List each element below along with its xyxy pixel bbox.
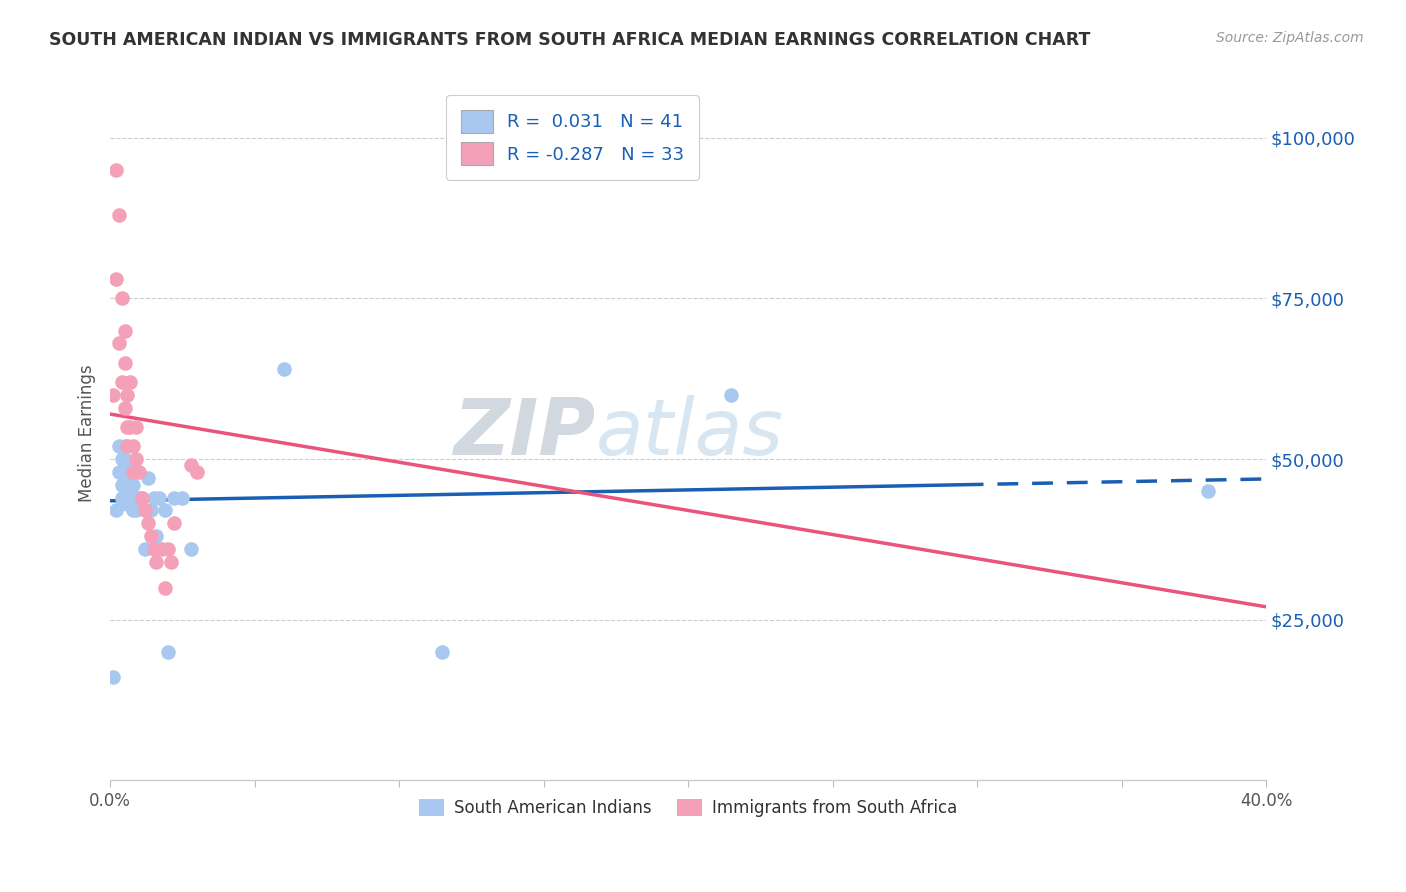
Point bbox=[125, 452, 148, 467]
Point bbox=[104, 272, 127, 286]
Point bbox=[122, 477, 145, 491]
Point bbox=[142, 491, 165, 505]
Point bbox=[114, 401, 136, 415]
Point bbox=[172, 491, 194, 505]
Point bbox=[120, 458, 142, 473]
Point bbox=[131, 491, 153, 505]
Point bbox=[117, 388, 139, 402]
Text: atlas: atlas bbox=[596, 395, 783, 471]
Point bbox=[101, 388, 124, 402]
Point bbox=[1197, 484, 1219, 499]
Point bbox=[125, 420, 148, 434]
Point bbox=[122, 439, 145, 453]
Point bbox=[114, 477, 136, 491]
Point bbox=[108, 439, 131, 453]
Point bbox=[117, 458, 139, 473]
Point bbox=[136, 471, 159, 485]
Point bbox=[111, 491, 134, 505]
Point bbox=[125, 503, 148, 517]
Point bbox=[120, 471, 142, 485]
Point bbox=[128, 465, 150, 479]
Text: Source: ZipAtlas.com: Source: ZipAtlas.com bbox=[1216, 31, 1364, 45]
Point bbox=[180, 458, 202, 473]
Point bbox=[114, 356, 136, 370]
Point bbox=[273, 362, 295, 376]
Point bbox=[117, 439, 139, 453]
Point bbox=[108, 465, 131, 479]
Point bbox=[128, 491, 150, 505]
Point bbox=[136, 516, 159, 531]
Point bbox=[114, 324, 136, 338]
Point bbox=[101, 671, 124, 685]
Point bbox=[156, 541, 179, 556]
Point bbox=[111, 477, 134, 491]
Point bbox=[111, 452, 134, 467]
Point bbox=[150, 541, 173, 556]
Text: SOUTH AMERICAN INDIAN VS IMMIGRANTS FROM SOUTH AFRICA MEDIAN EARNINGS CORRELATIO: SOUTH AMERICAN INDIAN VS IMMIGRANTS FROM… bbox=[49, 31, 1091, 49]
Point bbox=[153, 503, 176, 517]
Point bbox=[114, 491, 136, 505]
Point bbox=[114, 452, 136, 467]
Point bbox=[432, 645, 454, 659]
Point bbox=[145, 555, 167, 569]
Point bbox=[117, 471, 139, 485]
Point bbox=[120, 497, 142, 511]
Point bbox=[180, 541, 202, 556]
Point bbox=[117, 497, 139, 511]
Point bbox=[139, 503, 162, 517]
Point bbox=[139, 529, 162, 543]
Point bbox=[120, 420, 142, 434]
Point bbox=[117, 484, 139, 499]
Text: ZIP: ZIP bbox=[453, 395, 596, 471]
Point bbox=[142, 541, 165, 556]
Point bbox=[156, 645, 179, 659]
Point bbox=[122, 503, 145, 517]
Point bbox=[111, 292, 134, 306]
Point bbox=[120, 484, 142, 499]
Point bbox=[720, 388, 742, 402]
Y-axis label: Median Earnings: Median Earnings bbox=[79, 365, 96, 502]
Point bbox=[163, 516, 186, 531]
Point bbox=[114, 465, 136, 479]
Point bbox=[114, 439, 136, 453]
Legend: South American Indians, Immigrants from South Africa: South American Indians, Immigrants from … bbox=[412, 792, 963, 824]
Point bbox=[120, 375, 142, 389]
Point bbox=[131, 491, 153, 505]
Point bbox=[108, 336, 131, 351]
Point bbox=[104, 162, 127, 177]
Point bbox=[134, 503, 156, 517]
Point bbox=[117, 420, 139, 434]
Point bbox=[104, 503, 127, 517]
Point bbox=[122, 465, 145, 479]
Point bbox=[111, 375, 134, 389]
Point bbox=[160, 555, 183, 569]
Point bbox=[145, 529, 167, 543]
Point bbox=[148, 491, 170, 505]
Point bbox=[117, 477, 139, 491]
Point bbox=[134, 541, 156, 556]
Point bbox=[153, 581, 176, 595]
Point bbox=[163, 491, 186, 505]
Point bbox=[108, 208, 131, 222]
Point bbox=[186, 465, 208, 479]
